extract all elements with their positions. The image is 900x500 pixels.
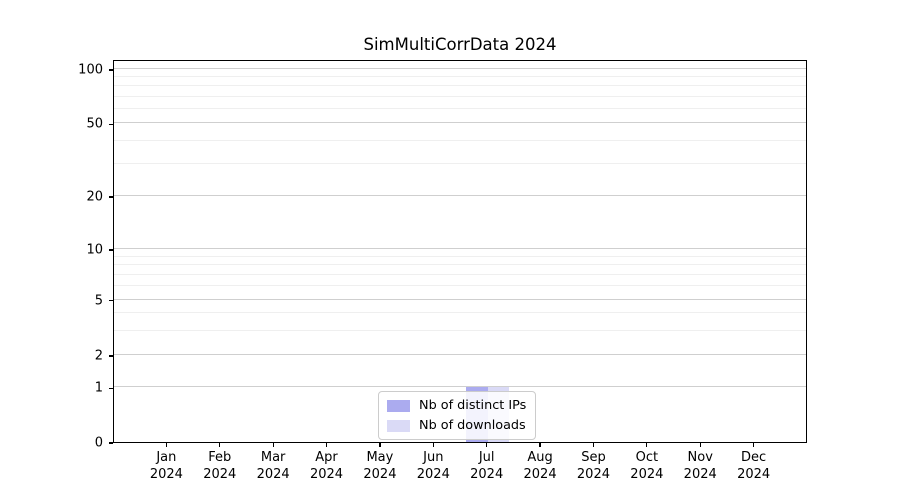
x-tick-label: Jun 2024 — [416, 450, 450, 482]
x-tick-mark — [165, 443, 167, 447]
y-tick-label: 10 — [86, 242, 103, 258]
major-gridline — [114, 298, 806, 300]
x-tick-label: Mar 2024 — [256, 450, 290, 482]
x-tick-mark — [646, 443, 648, 447]
x-tick-mark — [539, 443, 541, 447]
y-tick-mark — [109, 387, 113, 389]
minor-gridline — [114, 85, 806, 87]
plot-area: Nb of distinct IPs Nb of downloads — [113, 60, 807, 443]
x-tick-label: Feb 2024 — [203, 450, 237, 482]
y-tick-mark — [109, 355, 113, 357]
major-gridline — [114, 68, 806, 69]
y-tick-label: 0 — [94, 435, 103, 451]
minor-gridline — [114, 264, 806, 266]
x-tick-label: Aug 2024 — [523, 450, 557, 482]
x-tick-mark — [486, 443, 488, 447]
legend-label: Nb of downloads — [419, 418, 526, 433]
x-tick-mark — [592, 443, 595, 447]
x-tick-label: Apr 2024 — [309, 450, 344, 482]
x-tick-mark — [753, 443, 755, 447]
x-tick-label: Oct 2024 — [630, 450, 664, 482]
y-tick-mark — [109, 300, 113, 302]
minor-gridline — [114, 255, 806, 257]
x-tick-label: Nov 2024 — [683, 450, 717, 482]
minor-gridline — [114, 95, 806, 97]
legend-label: Nb of distinct IPs — [419, 398, 527, 413]
y-tick-label: 2 — [94, 348, 103, 364]
y-tick-mark — [109, 249, 113, 251]
y-tick-label: 50 — [86, 116, 103, 132]
y-tick-label: 1 — [94, 380, 103, 396]
x-tick-mark — [699, 443, 701, 447]
x-tick-label: Jul 2024 — [470, 450, 504, 482]
major-gridline — [114, 195, 806, 196]
legend-item-distinct-ips: Nb of distinct IPs — [387, 397, 526, 414]
legend-item-downloads: Nb of downloads — [387, 417, 526, 434]
x-tick-mark — [219, 443, 221, 447]
minor-gridline — [114, 285, 806, 287]
y-tick-mark — [109, 123, 113, 125]
minor-gridline — [114, 274, 806, 276]
x-tick-mark — [272, 443, 274, 447]
minor-gridline — [114, 76, 806, 78]
minor-gridline — [114, 162, 806, 164]
x-tick-mark — [432, 443, 434, 447]
y-tick-label: 100 — [78, 62, 103, 78]
legend: Nb of distinct IPs Nb of downloads — [378, 391, 537, 440]
y-tick-mark — [109, 442, 113, 444]
x-tick-mark — [325, 443, 328, 447]
x-tick-mark — [379, 443, 381, 447]
major-gridline — [114, 353, 806, 355]
x-tick-label: Sep 2024 — [576, 450, 610, 482]
x-tick-label: Jan 2024 — [149, 450, 183, 482]
minor-gridline — [114, 312, 806, 314]
y-tick-label: 20 — [86, 189, 103, 205]
minor-gridline — [114, 108, 806, 110]
chart-title: SimMultiCorrData 2024 — [363, 35, 557, 54]
x-tick-label: Dec 2024 — [737, 450, 771, 482]
major-gridline — [114, 122, 806, 124]
x-tick-label: May 2024 — [363, 450, 397, 482]
minor-gridline — [114, 329, 806, 331]
minor-gridline — [114, 140, 806, 142]
legend-swatch — [387, 399, 410, 412]
y-tick-mark — [109, 196, 113, 198]
major-gridline — [114, 386, 806, 388]
major-gridline — [114, 248, 806, 250]
y-tick-mark — [109, 69, 113, 71]
y-tick-label: 5 — [94, 293, 103, 309]
legend-swatch — [387, 419, 410, 432]
